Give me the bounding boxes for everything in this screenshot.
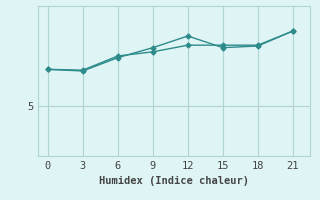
- X-axis label: Humidex (Indice chaleur): Humidex (Indice chaleur): [100, 176, 249, 186]
